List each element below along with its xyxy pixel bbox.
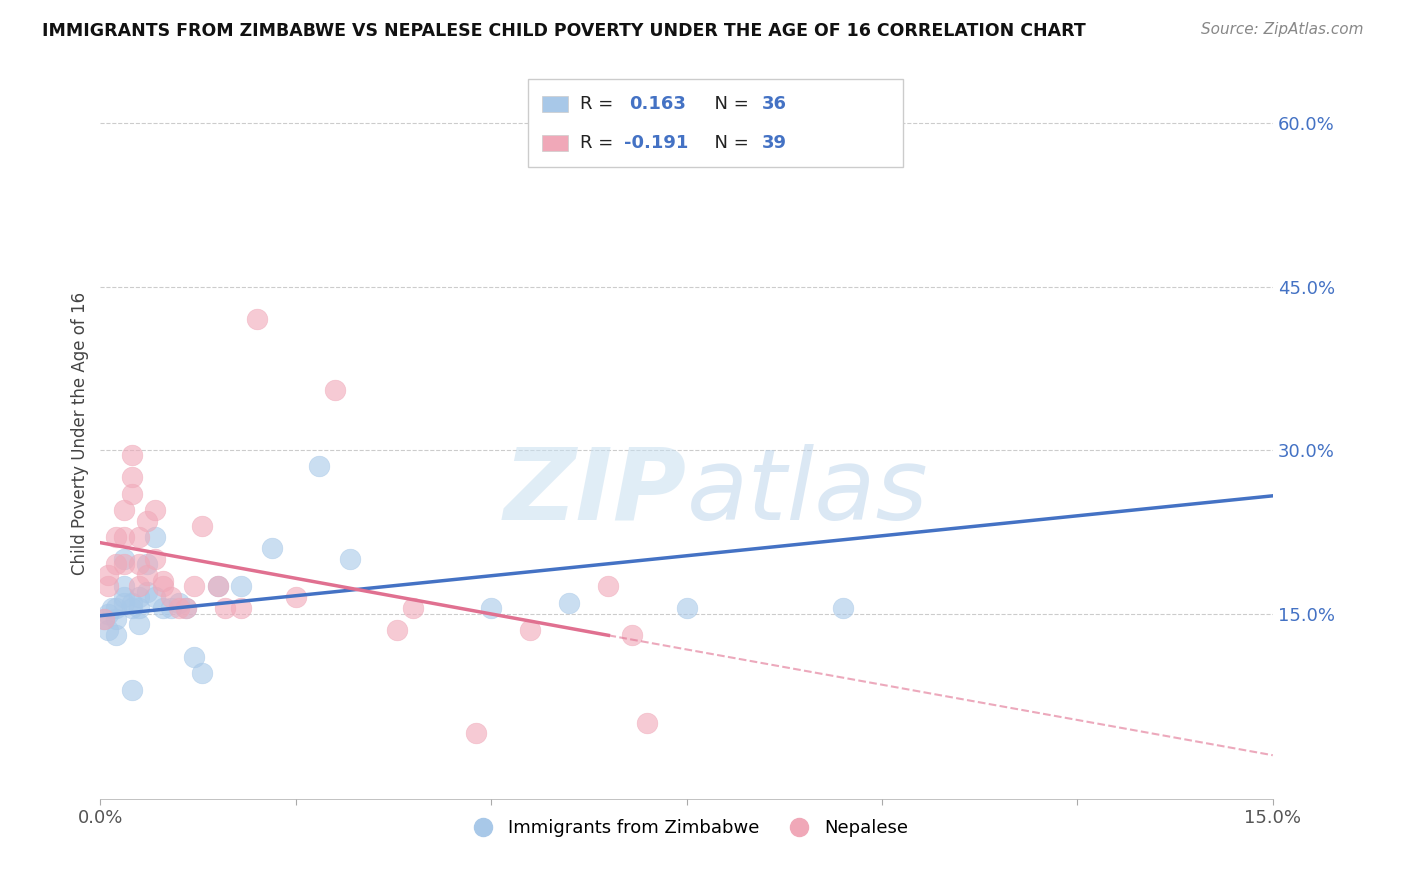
Point xyxy=(97,607,120,621)
Point xyxy=(598,579,620,593)
Point xyxy=(519,623,541,637)
Text: 0.163: 0.163 xyxy=(628,95,686,113)
Text: 39: 39 xyxy=(762,134,786,152)
Point xyxy=(229,579,252,593)
Point xyxy=(143,503,166,517)
Point xyxy=(159,590,181,604)
Point xyxy=(121,470,143,484)
Text: Source: ZipAtlas.com: Source: ZipAtlas.com xyxy=(1201,22,1364,37)
Point xyxy=(121,596,143,610)
Point xyxy=(637,715,659,730)
Point xyxy=(143,590,166,604)
Text: R =: R = xyxy=(579,95,624,113)
Point xyxy=(207,579,229,593)
Point xyxy=(97,623,120,637)
Point xyxy=(121,682,143,697)
Point xyxy=(112,503,135,517)
Point xyxy=(339,552,361,566)
Point xyxy=(101,601,124,615)
Point xyxy=(191,666,214,681)
Point xyxy=(479,601,502,615)
Point xyxy=(308,459,330,474)
Point xyxy=(323,383,346,397)
Point xyxy=(831,601,853,615)
Point xyxy=(246,312,269,326)
Y-axis label: Child Poverty Under the Age of 16: Child Poverty Under the Age of 16 xyxy=(72,292,89,575)
Point xyxy=(402,601,425,615)
Point xyxy=(464,726,486,740)
Text: N =: N = xyxy=(703,95,755,113)
Point xyxy=(387,623,409,637)
Point xyxy=(558,596,581,610)
Point xyxy=(143,552,166,566)
Legend: Immigrants from Zimbabwe, Nepalese: Immigrants from Zimbabwe, Nepalese xyxy=(457,812,915,845)
Point xyxy=(128,590,150,604)
Point xyxy=(128,558,150,572)
Point xyxy=(104,612,127,626)
Point xyxy=(104,530,127,544)
Point xyxy=(97,579,120,593)
Point xyxy=(176,601,198,615)
Point xyxy=(97,568,120,582)
Point xyxy=(112,552,135,566)
Point xyxy=(284,590,307,604)
Point xyxy=(143,530,166,544)
Point xyxy=(121,601,143,615)
Point xyxy=(136,584,159,599)
Point xyxy=(112,558,135,572)
Point xyxy=(262,541,284,555)
Point xyxy=(104,558,127,572)
Point xyxy=(620,628,643,642)
Point xyxy=(136,558,159,572)
Point xyxy=(112,590,135,604)
Point xyxy=(229,601,252,615)
Point xyxy=(121,486,143,500)
Point xyxy=(207,579,229,593)
Point xyxy=(152,601,174,615)
Point xyxy=(183,650,205,665)
Point xyxy=(93,612,115,626)
Point xyxy=(128,617,150,632)
FancyBboxPatch shape xyxy=(529,79,904,167)
Point xyxy=(128,579,150,593)
Point xyxy=(93,612,115,626)
Point xyxy=(104,601,127,615)
Point xyxy=(675,601,697,615)
Point xyxy=(159,601,181,615)
Point xyxy=(167,601,190,615)
Point xyxy=(104,628,127,642)
Point xyxy=(121,449,143,463)
Point xyxy=(152,574,174,588)
Point xyxy=(214,601,236,615)
Text: N =: N = xyxy=(703,134,755,152)
Point xyxy=(176,601,198,615)
Point xyxy=(128,601,150,615)
Point xyxy=(136,514,159,528)
Point xyxy=(112,579,135,593)
Point xyxy=(112,530,135,544)
FancyBboxPatch shape xyxy=(543,96,568,112)
Point xyxy=(128,530,150,544)
Text: R =: R = xyxy=(579,134,619,152)
Point xyxy=(152,579,174,593)
Text: IMMIGRANTS FROM ZIMBABWE VS NEPALESE CHILD POVERTY UNDER THE AGE OF 16 CORRELATI: IMMIGRANTS FROM ZIMBABWE VS NEPALESE CHI… xyxy=(42,22,1085,40)
FancyBboxPatch shape xyxy=(543,135,568,151)
Point xyxy=(167,596,190,610)
Point xyxy=(183,579,205,593)
Text: ZIP: ZIP xyxy=(503,443,686,541)
Point xyxy=(112,596,135,610)
Point xyxy=(558,116,581,130)
Text: 36: 36 xyxy=(762,95,786,113)
Point xyxy=(191,519,214,533)
Text: -0.191: -0.191 xyxy=(624,134,689,152)
Text: atlas: atlas xyxy=(686,443,928,541)
Point xyxy=(136,568,159,582)
